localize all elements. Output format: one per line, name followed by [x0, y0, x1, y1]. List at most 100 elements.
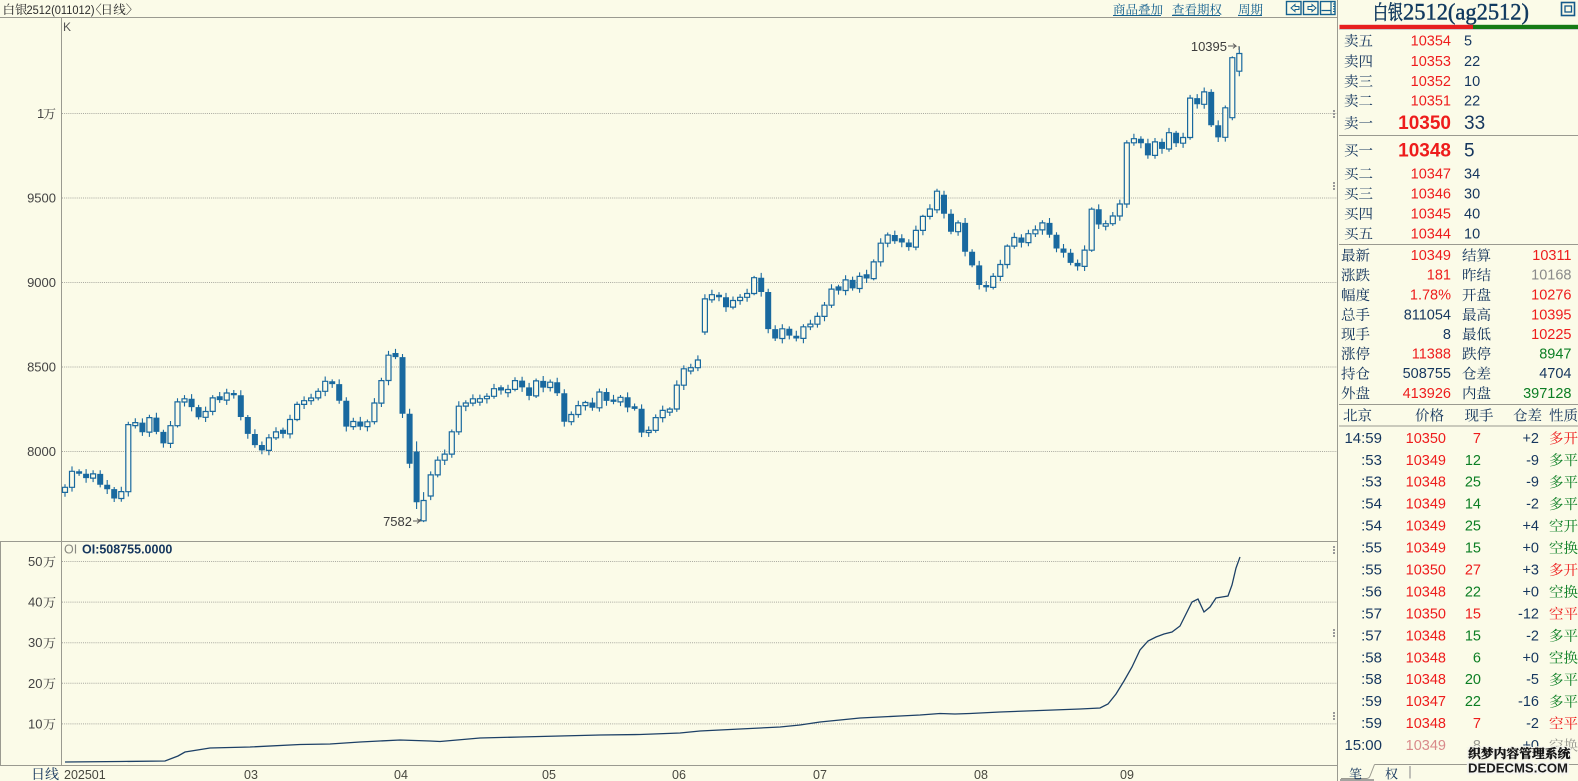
svg-text:1: 1	[37, 106, 44, 121]
svg-text:811054: 811054	[1404, 307, 1451, 323]
svg-text:10350: 10350	[1406, 563, 1446, 579]
svg-text:10350: 10350	[1406, 431, 1446, 447]
svg-text:25: 25	[1465, 475, 1481, 491]
svg-text:10225: 10225	[1531, 327, 1571, 343]
svg-text::53: :53	[1361, 452, 1382, 469]
svg-text:+0: +0	[1522, 585, 1539, 601]
svg-text:10350: 10350	[1406, 606, 1446, 622]
svg-text:508755: 508755	[1403, 366, 1451, 382]
svg-text::54: :54	[1361, 518, 1382, 535]
svg-text:5: 5	[1464, 34, 1472, 50]
svg-text:6: 6	[1473, 650, 1481, 666]
svg-text:-16: -16	[1518, 694, 1539, 710]
svg-text:-2: -2	[1526, 497, 1539, 513]
svg-text:10354: 10354	[1411, 34, 1451, 50]
svg-text:03: 03	[244, 768, 258, 781]
svg-text:7: 7	[1473, 431, 1481, 447]
svg-text::55: :55	[1361, 562, 1382, 579]
svg-text:181: 181	[1427, 268, 1451, 284]
svg-text::53: :53	[1361, 474, 1382, 491]
svg-text:04: 04	[394, 768, 408, 781]
svg-text:15: 15	[1465, 606, 1481, 622]
svg-text:+0: +0	[1522, 650, 1539, 666]
svg-text:10168: 10168	[1531, 268, 1571, 284]
svg-text:50: 50	[28, 554, 42, 569]
svg-text:15:00: 15:00	[1344, 737, 1382, 754]
svg-text:07: 07	[813, 768, 827, 781]
svg-text:7582: 7582	[383, 514, 412, 529]
svg-text:10347: 10347	[1406, 694, 1446, 710]
svg-text:DEDECMS.COM: DEDECMS.COM	[1468, 761, 1568, 776]
svg-text:22: 22	[1464, 54, 1480, 70]
svg-text:10344: 10344	[1411, 226, 1451, 242]
svg-text:34: 34	[1464, 166, 1480, 182]
svg-text:40: 40	[1464, 206, 1480, 222]
svg-text:2512(011012): 2512(011012)	[27, 5, 95, 17]
svg-text::58: :58	[1361, 671, 1382, 688]
svg-text:14:59: 14:59	[1344, 430, 1382, 447]
svg-text:22: 22	[1464, 94, 1480, 110]
svg-text:8500: 8500	[27, 360, 56, 375]
svg-text:40: 40	[28, 595, 42, 610]
svg-text:30: 30	[28, 635, 42, 650]
svg-text:413926: 413926	[1403, 386, 1451, 402]
svg-text:10349: 10349	[1406, 453, 1446, 469]
svg-text:10: 10	[1464, 74, 1480, 90]
svg-text:-5: -5	[1526, 672, 1539, 688]
svg-text:20: 20	[1465, 672, 1481, 688]
svg-text:1.78%: 1.78%	[1410, 288, 1451, 304]
svg-text:20: 20	[28, 676, 42, 691]
svg-text:2512(ag2512): 2512(ag2512)	[1403, 0, 1529, 25]
svg-text:+4: +4	[1522, 519, 1539, 535]
svg-text:10348: 10348	[1406, 475, 1446, 491]
svg-text:8000: 8000	[27, 444, 56, 459]
svg-text:30: 30	[1464, 186, 1480, 202]
svg-text:10348: 10348	[1406, 716, 1446, 732]
svg-text::55: :55	[1361, 540, 1382, 557]
svg-text::58: :58	[1361, 649, 1382, 666]
svg-text:22: 22	[1465, 585, 1481, 601]
svg-text:10395: 10395	[1191, 39, 1227, 54]
svg-text:08: 08	[974, 768, 988, 781]
svg-text:10348: 10348	[1406, 628, 1446, 644]
svg-text:DEDECMS.COM: DEDECMS.COM	[1468, 761, 1568, 776]
svg-text:10311: 10311	[1532, 248, 1571, 264]
svg-text:K: K	[63, 20, 71, 34]
svg-text:10345: 10345	[1411, 206, 1451, 222]
svg-text:10347: 10347	[1411, 166, 1451, 182]
svg-text:22: 22	[1465, 694, 1481, 710]
svg-text:10348: 10348	[1406, 585, 1446, 601]
svg-text:8: 8	[1473, 738, 1481, 754]
svg-text:-9: -9	[1526, 475, 1539, 491]
svg-text:4704: 4704	[1539, 366, 1571, 382]
svg-text:10349: 10349	[1411, 248, 1451, 264]
svg-text:10353: 10353	[1411, 54, 1451, 70]
svg-text:27: 27	[1465, 563, 1481, 579]
svg-text:10349: 10349	[1406, 541, 1446, 557]
svg-text:8947: 8947	[1539, 346, 1571, 362]
svg-text:15: 15	[1465, 541, 1481, 557]
svg-text:10: 10	[28, 716, 42, 731]
svg-text::59: :59	[1361, 693, 1382, 710]
svg-text:10348: 10348	[1406, 650, 1446, 666]
svg-text:8: 8	[1443, 327, 1451, 343]
svg-text::57: :57	[1361, 627, 1382, 644]
svg-text:10395: 10395	[1531, 307, 1571, 323]
svg-text:05: 05	[542, 768, 556, 781]
svg-text:11388: 11388	[1412, 346, 1451, 362]
svg-text:9500: 9500	[27, 191, 56, 206]
svg-text:10352: 10352	[1411, 74, 1451, 90]
svg-text:202501: 202501	[64, 768, 106, 781]
svg-text:25: 25	[1465, 519, 1481, 535]
svg-text:10348: 10348	[1406, 672, 1446, 688]
svg-text:10349: 10349	[1406, 738, 1446, 754]
svg-text:10349: 10349	[1406, 519, 1446, 535]
svg-text:09: 09	[1120, 768, 1134, 781]
svg-text:15: 15	[1465, 628, 1481, 644]
svg-text:OI:508755.0000: OI:508755.0000	[82, 543, 172, 557]
svg-text:14: 14	[1465, 497, 1481, 513]
svg-text::56: :56	[1361, 584, 1382, 601]
svg-text:10349: 10349	[1406, 497, 1446, 513]
svg-text:06: 06	[672, 768, 686, 781]
svg-text:9000: 9000	[27, 275, 56, 290]
